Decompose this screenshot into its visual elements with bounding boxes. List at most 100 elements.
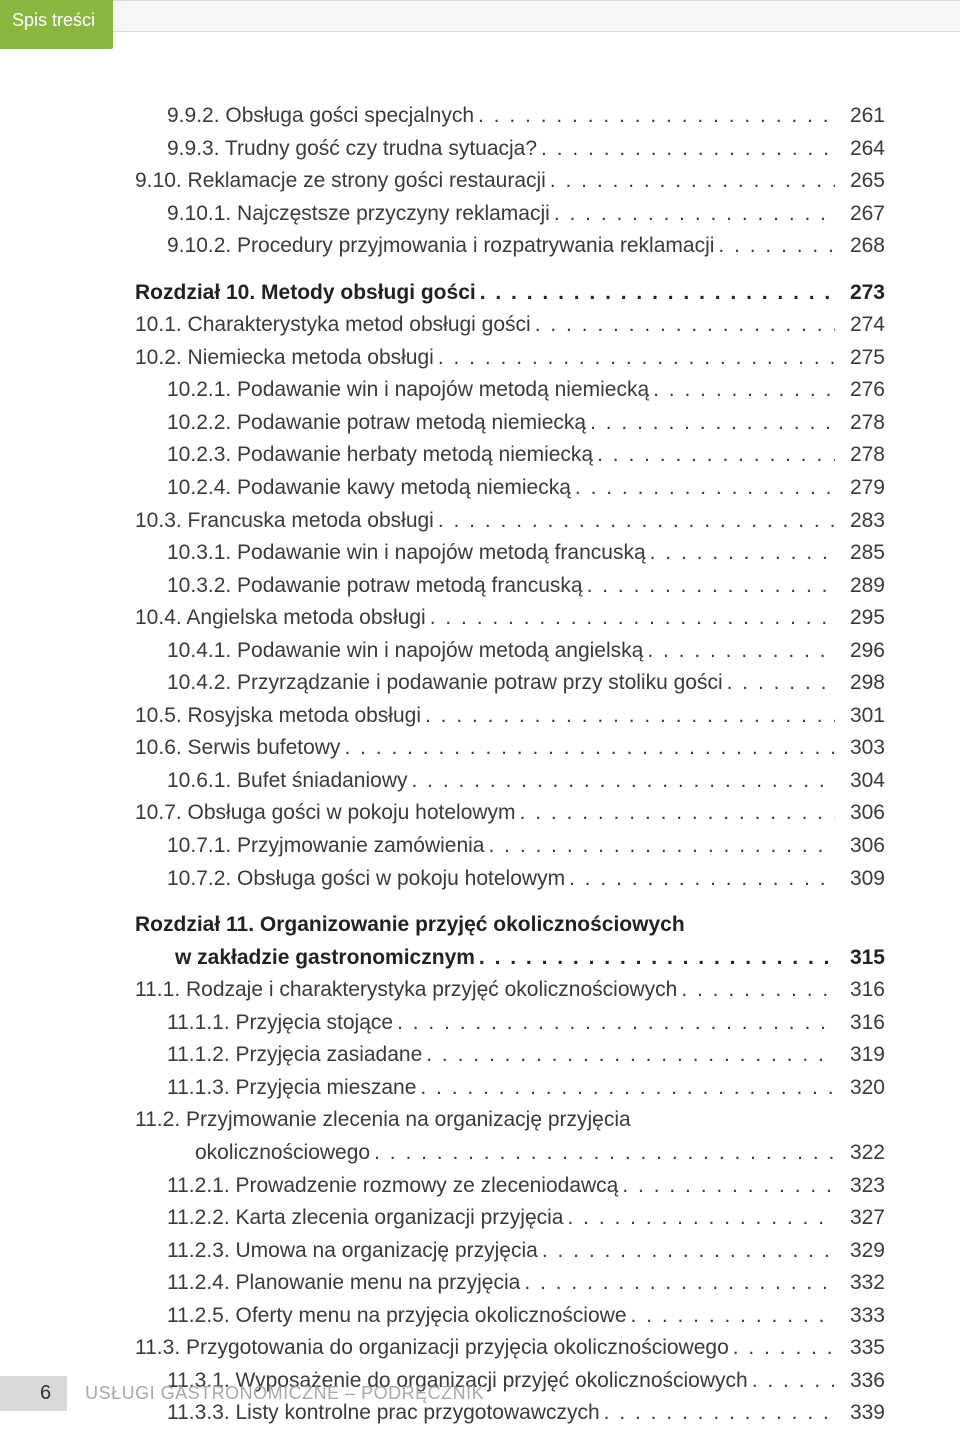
toc-label: 10.3.1. Podawanie win i napojów metodą f… — [167, 537, 646, 570]
toc-dots: . . . . . . . . . . . . . . . . . . . . … — [422, 1039, 835, 1072]
toc-label: 11.2.2. Karta zlecenia organizacji przyj… — [167, 1202, 564, 1235]
toc-page: 322 — [835, 1137, 885, 1170]
toc-page: 273 — [835, 277, 885, 310]
toc-entry: 9.10. Reklamacje ze strony gości restaur… — [135, 165, 885, 198]
toc-label: 10.3. Francuska metoda obsługi — [135, 505, 434, 538]
toc-label: 11.2.4. Planowanie menu na przyjęcia — [167, 1267, 520, 1300]
toc-page: 274 — [835, 309, 885, 342]
toc-dots: . . . . . . . . . . . . . . . . . . . . … — [649, 374, 835, 407]
toc-dots: . . . . . . . . . . . . . . . . . . . . … — [618, 1170, 835, 1203]
toc-page: 276 — [835, 374, 885, 407]
toc-label: 10.3.2. Podawanie potraw metodą francusk… — [167, 570, 583, 603]
toc-dots: . . . . . . . . . . . . . . . . . . . . … — [586, 407, 835, 440]
toc-page: 267 — [835, 198, 885, 231]
footer: 6 USŁUGI GASTRONOMICZNE – PODRĘCZNIK — [0, 1376, 484, 1411]
toc-entry: w zakładzie gastronomicznym. . . . . . .… — [135, 942, 885, 975]
toc-page: 275 — [835, 342, 885, 375]
toc-dots: . . . . . . . . . . . . . . . . . . . . … — [426, 602, 835, 635]
toc-page: 265 — [835, 165, 885, 198]
toc-label: 10.6.1. Bufet śniadaniowy — [167, 765, 408, 798]
toc-entry: 11.2.2. Karta zlecenia organizacji przyj… — [135, 1202, 885, 1235]
toc-label: 10.2.3. Podawanie herbaty metodą niemiec… — [167, 439, 593, 472]
toc-entry: 11.2. Przyjmowanie zlecenia na organizac… — [135, 1104, 885, 1137]
toc-entry: 10.3.1. Podawanie win i napojów metodą f… — [135, 537, 885, 570]
toc-page: 339 — [835, 1397, 885, 1430]
page-number: 6 — [0, 1376, 67, 1411]
toc-entry: 11.1.1. Przyjęcia stojące. . . . . . . .… — [135, 1007, 885, 1040]
toc-label: 11.1.1. Przyjęcia stojące — [167, 1007, 393, 1040]
toc-entry: Rozdział 11. Organizowanie przyjęć okoli… — [135, 909, 885, 942]
toc-entry: 9.9.2. Obsługa gości specjalnych. . . . … — [135, 100, 885, 133]
toc-label: 10.5. Rosyjska metoda obsługi — [135, 700, 421, 733]
toc-dots: . . . . . . . . . . . . . . . . . . . . … — [408, 765, 836, 798]
toc-label: Rozdział 11. Organizowanie przyjęć okoli… — [135, 909, 685, 942]
toc-label: 11.2. Przyjmowanie zlecenia na organizac… — [135, 1104, 631, 1137]
toc-page: 278 — [835, 439, 885, 472]
toc-dots: . . . . . . . . . . . . . . . . . . . . … — [565, 863, 835, 896]
toc-page: 336 — [835, 1365, 885, 1398]
toc-label: 10.2. Niemiecka metoda obsługi — [135, 342, 434, 375]
toc-page: 279 — [835, 472, 885, 505]
toc-page: 303 — [835, 732, 885, 765]
toc-entry: 9.9.3. Trudny gość czy trudna sytuacja?.… — [135, 133, 885, 166]
toc-entry: 11.2.3. Umowa na organizację przyjęcia. … — [135, 1235, 885, 1268]
toc-label: 11.2.1. Prowadzenie rozmowy ze zleceniod… — [167, 1170, 618, 1203]
toc-page: 323 — [835, 1170, 885, 1203]
toc-dots: . . . . . . . . . . . . . . . . . . . . … — [643, 635, 835, 668]
toc-dots: . . . . . . . . . . . . . . . . . . . . … — [421, 700, 835, 733]
toc-dots: . . . . . . . . . . . . . . . . . . . . … — [538, 1235, 835, 1268]
toc-dots: . . . . . . . . . . . . . . . . . . . . … — [416, 1072, 835, 1105]
toc-dots: . . . . . . . . . . . . . . . . . . . . … — [627, 1300, 836, 1333]
toc-label: 10.4.1. Podawanie win i napojów metodą a… — [167, 635, 643, 668]
toc-label: okolicznościowego — [195, 1137, 370, 1170]
toc-entry: 10.1. Charakterystyka metod obsługi gośc… — [135, 309, 885, 342]
toc-entry: 10.4. Angielska metoda obsługi. . . . . … — [135, 602, 885, 635]
toc-label: 10.4. Angielska metoda obsługi — [135, 602, 426, 635]
toc-page: 304 — [835, 765, 885, 798]
toc-entry: 11.2.5. Oferty menu na przyjęcia okolicz… — [135, 1300, 885, 1333]
toc-page: 285 — [835, 537, 885, 570]
toc-dots: . . . . . . . . . . . . . . . . . . . . … — [516, 797, 835, 830]
toc-entry: 10.4.1. Podawanie win i napojów metodą a… — [135, 635, 885, 668]
toc-page: 296 — [835, 635, 885, 668]
toc-entry: 11.2.1. Prowadzenie rozmowy ze zleceniod… — [135, 1170, 885, 1203]
toc-entry: 9.10.2. Procedury przyjmowania i rozpatr… — [135, 230, 885, 263]
toc-label: 9.10.2. Procedury przyjmowania i rozpatr… — [167, 230, 714, 263]
toc-dots: . . . . . . . . . . . . . . . . . . . . … — [531, 309, 835, 342]
toc-dots: . . . . . . . . . . . . . . . . . . . . … — [434, 342, 835, 375]
toc-label: 10.2.1. Podawanie win i napojów metodą n… — [167, 374, 649, 407]
toc-label: 11.1.3. Przyjęcia mieszane — [167, 1072, 416, 1105]
toc-page: 315 — [835, 942, 885, 975]
toc-entry: 10.3. Francuska metoda obsługi. . . . . … — [135, 505, 885, 538]
toc-dots: . . . . . . . . . . . . . . . . . . . . … — [434, 505, 835, 538]
toc-page: 327 — [835, 1202, 885, 1235]
toc-page: 332 — [835, 1267, 885, 1300]
toc-label: 10.7.1. Przyjmowanie zamówienia — [167, 830, 484, 863]
toc-page: 261 — [835, 100, 885, 133]
section-tab: Spis treści — [0, 0, 113, 49]
toc-dots: . . . . . . . . . . . . . . . . . . . . … — [520, 1267, 835, 1300]
toc-container: 9.9.2. Obsługa gości specjalnych. . . . … — [135, 100, 885, 1430]
toc-dots: . . . . . . . . . . . . . . . . . . . . … — [476, 277, 835, 310]
toc-page: 316 — [835, 974, 885, 1007]
toc-dots: . . . . . . . . . . . . . . . . . . . . … — [564, 1202, 836, 1235]
toc-label: w zakładzie gastronomicznym — [175, 942, 475, 975]
toc-entry: 10.2.4. Podawanie kawy metodą niemiecką.… — [135, 472, 885, 505]
toc-dots: . . . . . . . . . . . . . . . . . . . . … — [484, 830, 835, 863]
toc-dots: . . . . . . . . . . . . . . . . . . . . … — [571, 472, 835, 505]
toc-entry: 10.2. Niemiecka metoda obsługi. . . . . … — [135, 342, 885, 375]
toc-dots: . . . . . . . . . . . . . . . . . . . . … — [677, 974, 835, 1007]
toc-page: 298 — [835, 667, 885, 700]
header-band — [112, 0, 960, 32]
toc-page: 333 — [835, 1300, 885, 1333]
toc-label: 9.10. Reklamacje ze strony gości restaur… — [135, 165, 546, 198]
toc-page: 306 — [835, 797, 885, 830]
toc-dots: . . . . . . . . . . . . . . . . . . . . … — [340, 732, 835, 765]
toc-entry: 10.6.1. Bufet śniadaniowy. . . . . . . .… — [135, 765, 885, 798]
toc-page: 283 — [835, 505, 885, 538]
toc-entry: 10.2.2. Podawanie potraw metodą niemieck… — [135, 407, 885, 440]
toc-dots: . . . . . . . . . . . . . . . . . . . . … — [546, 165, 835, 198]
toc-page: 264 — [835, 133, 885, 166]
toc-label: 11.2.3. Umowa na organizację przyjęcia — [167, 1235, 538, 1268]
toc-entry: 11.2.4. Planowanie menu na przyjęcia. . … — [135, 1267, 885, 1300]
